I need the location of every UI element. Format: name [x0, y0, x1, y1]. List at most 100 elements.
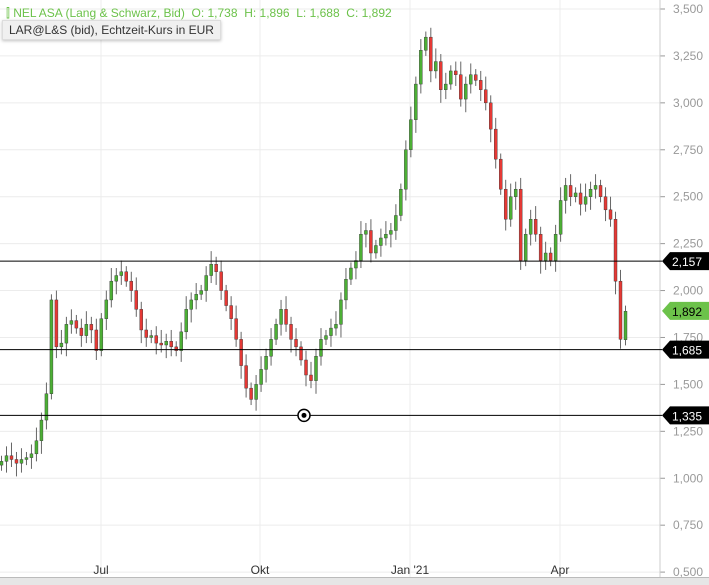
candle-body [618, 280, 623, 340]
candle-body [14, 459, 19, 464]
candle-body [234, 318, 238, 340]
candle-body [414, 83, 418, 120]
candle-body [503, 188, 508, 220]
source-tooltip: LAR@L&S (bid), Echtzeit-Kurs in EUR [2, 20, 221, 40]
candle-body [474, 74, 478, 81]
candle-body [114, 275, 119, 282]
candle-body [299, 346, 303, 361]
candle-body [29, 453, 34, 458]
candle-body [329, 327, 333, 336]
candle-body [364, 230, 368, 235]
y-tick-label: 1,500 [673, 377, 703, 391]
low-value: L: 1,688 [296, 6, 340, 20]
candle-body [528, 219, 533, 235]
candle-body [588, 188, 593, 197]
candle-body [249, 387, 253, 400]
candle-body [508, 196, 513, 220]
y-tick-label: 2,750 [673, 143, 703, 157]
candle-body [479, 80, 483, 90]
candle-body [204, 275, 208, 291]
candle-body [449, 70, 453, 85]
candle-body [219, 271, 223, 291]
y-tick-label: 1,250 [673, 424, 703, 438]
y-tick-label: 2,000 [673, 284, 703, 298]
level-label: 1,335 [672, 409, 702, 423]
candle-body [274, 324, 278, 340]
candle-body [259, 369, 263, 385]
candle-body [74, 320, 79, 329]
level-label: 2,157 [672, 255, 702, 269]
candle-body [583, 196, 588, 205]
candle-body [314, 356, 318, 381]
candle-body [4, 455, 9, 462]
y-tick-label: 2,500 [673, 190, 703, 204]
candle-body [573, 192, 578, 197]
candle-body [439, 61, 443, 90]
candle-body [484, 89, 488, 104]
candle-body [264, 356, 268, 370]
candle-body [394, 215, 398, 231]
last-price-label: 1,892 [672, 305, 702, 319]
candle-body [319, 339, 323, 357]
candle-body [379, 237, 383, 246]
level-label: 1,685 [672, 344, 702, 358]
candle-body [9, 455, 14, 460]
candle-body [44, 393, 49, 421]
candle-body [284, 309, 288, 325]
candle-body [558, 200, 563, 235]
candle-body [459, 74, 463, 100]
candle-body [94, 329, 99, 351]
candle-body [184, 309, 188, 333]
candle-body [84, 324, 89, 336]
instrument-title: NEL ASA (Lang & Schwarz, Bid) [13, 6, 185, 20]
candle-body [444, 83, 448, 90]
y-tick-label: 1,000 [673, 471, 703, 485]
candle-body [194, 294, 198, 301]
x-tick-label: Okt [251, 563, 270, 577]
candle-body [19, 459, 24, 464]
candle-body [79, 327, 84, 336]
candle-body [39, 419, 44, 441]
y-tick-label: 2,250 [673, 237, 703, 251]
candle-body [34, 440, 39, 455]
candle-body [523, 234, 528, 261]
candle-body [214, 264, 218, 272]
navigator-strip[interactable] [0, 577, 709, 585]
candle-body [179, 331, 183, 351]
x-tick-label: Jan '21 [391, 563, 430, 577]
candle-body [494, 128, 498, 160]
candle-body [623, 310, 628, 340]
candle-body [384, 234, 388, 239]
candle-body [189, 299, 193, 310]
candle-body [538, 234, 543, 261]
last-price-label-bg [662, 301, 709, 320]
candle-body [578, 192, 583, 205]
candle-body [159, 342, 163, 346]
candle-body [279, 309, 283, 325]
line-handle-dot [301, 412, 307, 418]
candle-body [99, 318, 104, 351]
candle-body [254, 384, 258, 400]
candle-body [469, 74, 473, 85]
candle-body [533, 219, 538, 235]
candle-body [369, 230, 373, 254]
x-tick-label: Jul [93, 563, 108, 577]
candle-body [399, 188, 403, 216]
candle-body [169, 341, 173, 348]
candle-body [0, 461, 4, 466]
candle-body [419, 50, 423, 85]
level-label-bg [662, 340, 709, 359]
candle-body [199, 290, 203, 295]
candle-body [354, 260, 358, 269]
candle-body [69, 320, 74, 325]
candle-body [359, 234, 363, 261]
candle-body [543, 252, 548, 261]
candle-body [424, 36, 428, 51]
candle-body [134, 290, 138, 310]
candle-body [104, 299, 109, 319]
candle-body [289, 324, 293, 340]
candle-body [548, 252, 553, 261]
high-value: H: 1,896 [244, 6, 290, 20]
candlestick-icon: ⫿ [6, 6, 10, 20]
